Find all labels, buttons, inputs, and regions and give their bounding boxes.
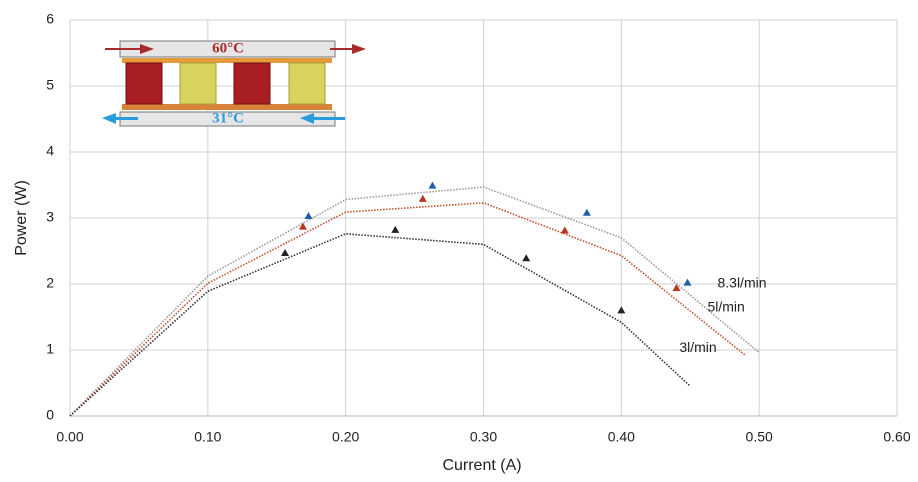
- marker: [391, 225, 400, 233]
- x-tick-label: 0.60: [883, 429, 910, 445]
- series-label: 8.3l/min: [717, 274, 766, 290]
- marker: [672, 283, 681, 291]
- marker: [304, 212, 313, 220]
- x-tick-label: 0.10: [194, 429, 221, 445]
- y-tick-label: 2: [46, 275, 54, 291]
- marker: [560, 226, 569, 234]
- cold-temperature: 31°C: [212, 110, 244, 126]
- y-tick-label: 3: [46, 209, 54, 225]
- y-tick-label: 4: [46, 143, 54, 159]
- hot-temperature: 60°C: [212, 40, 244, 56]
- y-tick-label: 6: [46, 11, 54, 27]
- x-tick-label: 0.20: [332, 429, 359, 445]
- series-label: 5l/min: [707, 299, 744, 315]
- marker: [281, 248, 290, 256]
- x-tick-label: 0.40: [608, 429, 635, 445]
- x-axis-label: Current (A): [442, 457, 521, 474]
- marker: [428, 181, 437, 189]
- fit-curve: [69, 201, 746, 417]
- x-tick-label: 0.50: [746, 429, 773, 445]
- fit-curve: [69, 186, 760, 417]
- inset-diagram: [102, 40, 366, 127]
- y-tick-label: 5: [46, 77, 54, 93]
- x-tick-label: 0.00: [56, 429, 83, 445]
- y-tick-label: 1: [46, 341, 54, 357]
- fit-curve: [69, 232, 691, 417]
- marker: [298, 222, 307, 230]
- marker: [617, 306, 626, 314]
- marker: [522, 254, 531, 262]
- series-label: 3l/min: [679, 339, 716, 355]
- marker: [418, 194, 427, 202]
- y-tick-label: 0: [46, 407, 54, 423]
- marker: [582, 208, 591, 216]
- marker: [683, 278, 692, 286]
- y-axis-label: Power (W): [13, 180, 30, 256]
- x-tick-label: 0.30: [470, 429, 497, 445]
